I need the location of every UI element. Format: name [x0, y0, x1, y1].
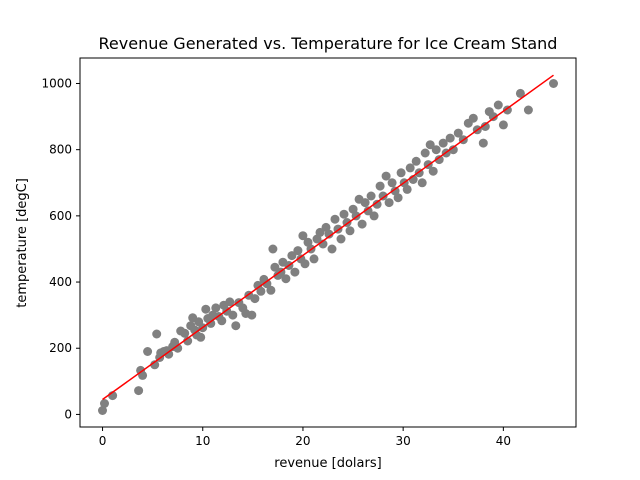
- data-point-38: [231, 321, 241, 331]
- data-point-50: [268, 244, 278, 254]
- data-point-108: [438, 138, 448, 148]
- data-point-101: [417, 178, 427, 188]
- data-point-107: [434, 155, 444, 165]
- data-point-18: [180, 328, 190, 338]
- data-point-125: [523, 105, 533, 115]
- data-point-85: [369, 211, 379, 221]
- data-point-123: [502, 105, 512, 115]
- data-point-8: [152, 329, 162, 339]
- data-point-70: [324, 229, 334, 239]
- data-point-89: [381, 171, 391, 181]
- data-point-3: [134, 386, 144, 396]
- data-point-111: [448, 145, 458, 155]
- data-point-13: [164, 349, 174, 359]
- y-axis-label: temperature [degC]: [15, 178, 30, 308]
- data-point-112: [453, 128, 463, 138]
- data-point-58: [290, 267, 300, 277]
- data-point-36: [225, 297, 235, 307]
- y-tick-label-200: 200: [49, 341, 72, 355]
- y-tick-label-400: 400: [49, 275, 72, 289]
- data-point-0: [98, 406, 107, 415]
- data-point-33: [217, 316, 227, 326]
- data-point-94: [396, 168, 406, 178]
- plot-frame: [79, 57, 577, 428]
- data-point-87: [375, 181, 385, 191]
- data-point-63: [303, 237, 313, 247]
- data-point-71: [327, 244, 337, 254]
- data-point-84: [366, 191, 376, 201]
- x-tick-label-40: 40: [496, 434, 511, 448]
- data-point-106: [431, 145, 441, 155]
- data-point-118: [480, 122, 490, 131]
- data-point-51: [270, 262, 280, 272]
- x-axis-ticks: 0 10 20 30 40: [99, 427, 511, 448]
- data-point-83: [363, 206, 373, 216]
- data-point-77: [345, 226, 355, 236]
- data-point-88: [378, 191, 388, 201]
- x-tick-label-10: 10: [195, 434, 210, 448]
- data-point-97: [405, 163, 415, 173]
- data-point-16: [173, 343, 183, 353]
- data-point-43: [247, 310, 257, 320]
- data-point-25: [196, 332, 206, 342]
- data-point-1: [100, 399, 109, 408]
- data-point-120: [488, 112, 498, 122]
- data-point-44: [250, 294, 260, 304]
- data-point-81: [357, 219, 367, 229]
- data-point-48: [262, 279, 272, 289]
- data-point-78: [348, 204, 358, 214]
- data-point-57: [287, 251, 297, 261]
- data-point-104: [425, 140, 435, 150]
- data-point-117: [478, 138, 488, 148]
- data-point-72: [330, 214, 340, 224]
- y-tick-label-600: 600: [49, 209, 72, 223]
- y-tick-label-800: 800: [49, 143, 72, 157]
- data-point-74: [336, 234, 346, 244]
- y-tick-label-0: 0: [64, 407, 72, 421]
- data-point-110: [445, 133, 455, 143]
- fit-line-layer: [102, 74, 554, 401]
- data-point-90: [384, 198, 394, 208]
- data-point-82: [360, 198, 370, 208]
- data-point-105: [428, 166, 438, 176]
- data-point-91: [387, 178, 397, 188]
- data-point-86: [372, 199, 382, 209]
- data-point-7: [150, 360, 160, 370]
- data-point-115: [468, 113, 478, 123]
- data-point-75: [339, 209, 349, 219]
- data-point-99: [411, 156, 421, 166]
- y-axis-ticks: 0 200 400 600 800 1000: [41, 76, 80, 421]
- data-point-121: [493, 100, 503, 110]
- data-point-122: [498, 120, 508, 130]
- data-point-31: [211, 303, 221, 313]
- data-point-19: [183, 336, 193, 346]
- data-point-46: [256, 286, 266, 296]
- data-point-69: [321, 222, 331, 232]
- fit-line: [102, 74, 554, 401]
- data-point-29: [206, 318, 216, 328]
- data-point-92: [390, 186, 400, 196]
- x-tick-label-0: 0: [99, 434, 107, 448]
- data-point-102: [420, 148, 430, 158]
- x-axis-label: revenue [dolars]: [274, 456, 381, 471]
- data-point-49: [266, 285, 276, 295]
- x-tick-label-20: 20: [295, 434, 310, 448]
- data-point-65: [309, 254, 319, 264]
- data-point-126: [549, 79, 558, 88]
- chart-title: Revenue Generated vs. Temperature for Ic…: [99, 34, 558, 53]
- data-point-55: [281, 274, 291, 284]
- y-tick-label-1000: 1000: [41, 76, 72, 90]
- x-tick-label-30: 30: [396, 434, 411, 448]
- data-point-67: [315, 227, 325, 237]
- data-point-37: [228, 310, 238, 320]
- data-point-124: [515, 88, 525, 98]
- data-point-61: [298, 231, 308, 241]
- data-point-93: [393, 193, 403, 203]
- data-point-59: [293, 246, 303, 256]
- data-point-6: [143, 347, 153, 356]
- data-point-27: [201, 304, 211, 314]
- data-point-62: [300, 259, 310, 269]
- data-point-96: [402, 184, 412, 194]
